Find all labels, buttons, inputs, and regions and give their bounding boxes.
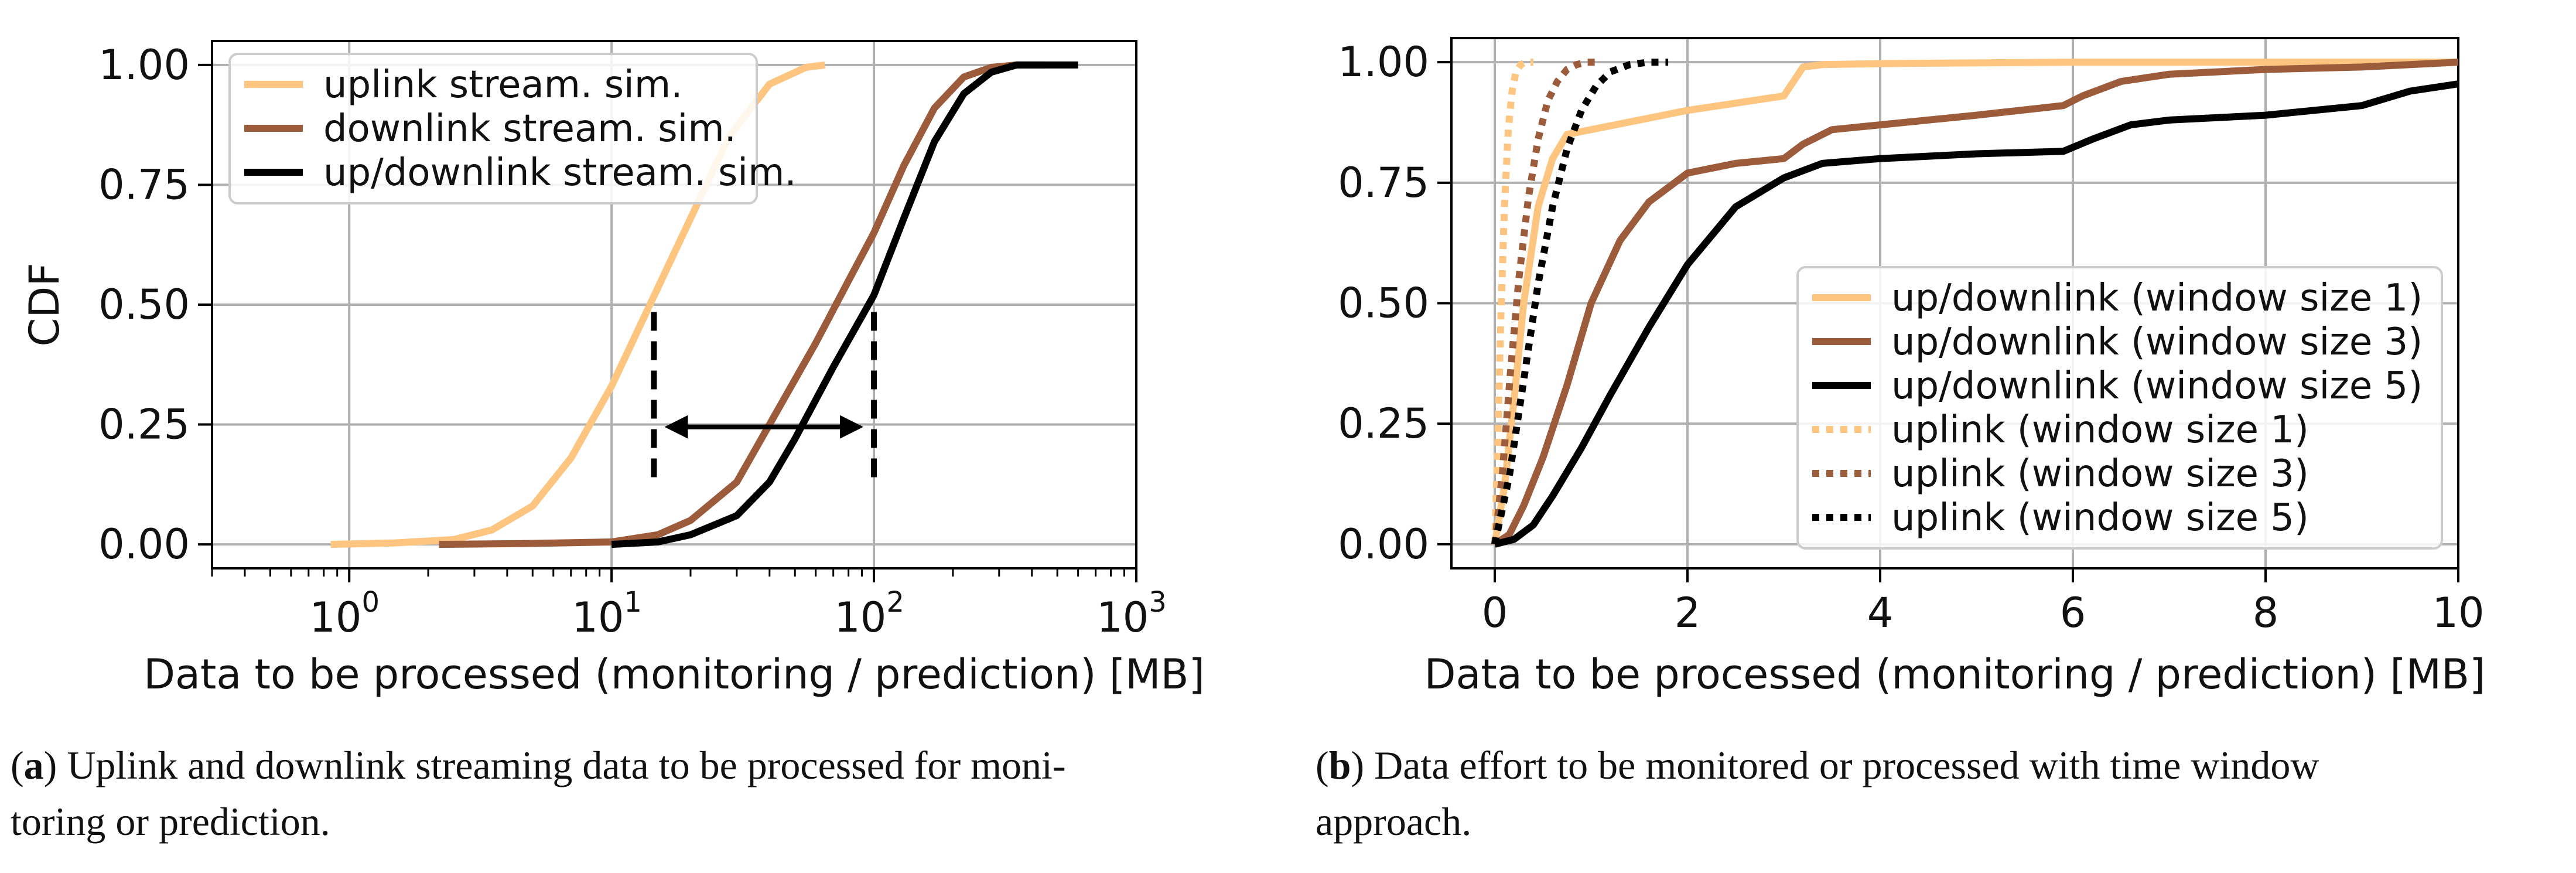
caption-b-line2: approach. (1316, 799, 1472, 844)
legend-0: uplink stream. sim.downlink stream. sim.… (228, 53, 797, 204)
series-line-uplink-window-size-3- (1491, 59, 1601, 545)
x-axis-label-0: Data to be processed (monitoring / predi… (144, 650, 1205, 698)
x-tick-label-1-5: 10 (2432, 589, 2484, 637)
y-tick-label-0-2: 0.50 (98, 281, 190, 329)
legend-label-1-2: up/downlink (window size 5) (1891, 364, 2423, 408)
x-tick-label-0-0: 100 (309, 586, 380, 642)
series-line-uplink-stream-sim- (330, 61, 826, 548)
y-tick-label-0-0: 0.00 (98, 520, 190, 568)
y-tick-label-1-2: 0.50 (1338, 279, 1429, 328)
series-line-downlink-stream-sim- (439, 61, 1046, 548)
caption-b-line1: Data effort to be monitored or processed… (1374, 743, 2319, 787)
series-line-up-downlink-stream-sim- (611, 61, 1078, 548)
y-tick-label-1-4: 1.00 (1338, 38, 1429, 86)
legend-box-1 (1796, 266, 2443, 550)
y-tick-label-0-1: 0.25 (98, 401, 190, 449)
x-tick-label-1-0: 0 (1482, 589, 1508, 637)
annotation-arrowhead-left (664, 415, 688, 439)
legend-label-0-0: uplink stream. sim. (323, 63, 683, 107)
y-tick-label-1-1: 0.25 (1338, 400, 1429, 448)
legend-label-1-5: uplink (window size 5) (1891, 496, 2309, 540)
series-group-0 (330, 61, 1078, 548)
caption-a-line1: Uplink and downlink streaming data to be… (67, 743, 1066, 787)
caption-b: (b) Data effort to be monitored or proce… (1316, 743, 2319, 844)
x-tick-label-0-3: 103 (1096, 586, 1167, 642)
x-tick-label-1-2: 4 (1867, 589, 1894, 637)
x-tick-label-1-4: 8 (2253, 589, 2279, 637)
series-line-up-downlink-window-size-1- (1491, 59, 2458, 545)
chart-a: 100 101 102 103 0.00 0.25 0.50 0.75 1.00 Data to … (21, 40, 1205, 698)
legend-label-1-4: uplink (window size 3) (1891, 452, 2309, 496)
caption-b-label: b (1328, 743, 1351, 787)
x-tick-label-1-1: 2 (1675, 589, 1701, 637)
x-axis-label-1: Data to be processed (monitoring / predi… (1424, 650, 2486, 698)
legend-label-1-3: uplink (window size 1) (1891, 408, 2309, 452)
chart-b: 0 2 4 6 8 10 0.00 0.25 0.50 0.75 1.00 Data to be pr… (1338, 37, 2486, 698)
caption-a: (a) Uplink and downlink streaming data t… (11, 743, 1066, 844)
y-tick-label-0-3: 0.75 (98, 161, 190, 209)
series-line-up-downlink-window-size-5- (1494, 80, 2458, 548)
caption-a-line2: toring or prediction. (11, 799, 330, 844)
legend-label-0-1: downlink stream. sim. (323, 107, 736, 151)
series-group-1 (1491, 59, 2458, 548)
legend-label-0-2: up/downlink stream. sim. (323, 151, 797, 195)
series-line-uplink-window-size-5- (1491, 59, 1669, 545)
annotation-arrowhead-right (840, 415, 864, 439)
y-tick-label-1-3: 0.75 (1338, 159, 1429, 207)
series-line-uplink-window-size-1- (1491, 59, 1533, 545)
legend-box-0 (228, 53, 758, 204)
x-tick-label-1-3: 6 (2060, 589, 2086, 637)
y-tick-label-1-0: 0.00 (1338, 520, 1429, 568)
legend-label-1-1: up/downlink (window size 3) (1891, 320, 2423, 364)
x-tick-label-0-1: 101 (572, 586, 642, 642)
series-line-up-downlink-window-size-3- (1492, 59, 2458, 547)
legend-label-1-0: up/downlink (window size 1) (1891, 277, 2423, 320)
y-tick-label-0-4: 1.00 (98, 41, 190, 89)
y-axis-label-0: CDF (21, 262, 69, 346)
caption-a-label: a (23, 743, 44, 787)
legend-1: up/downlink (window size 1)up/downlink (… (1796, 266, 2443, 550)
x-tick-label-0-2: 102 (834, 586, 904, 642)
